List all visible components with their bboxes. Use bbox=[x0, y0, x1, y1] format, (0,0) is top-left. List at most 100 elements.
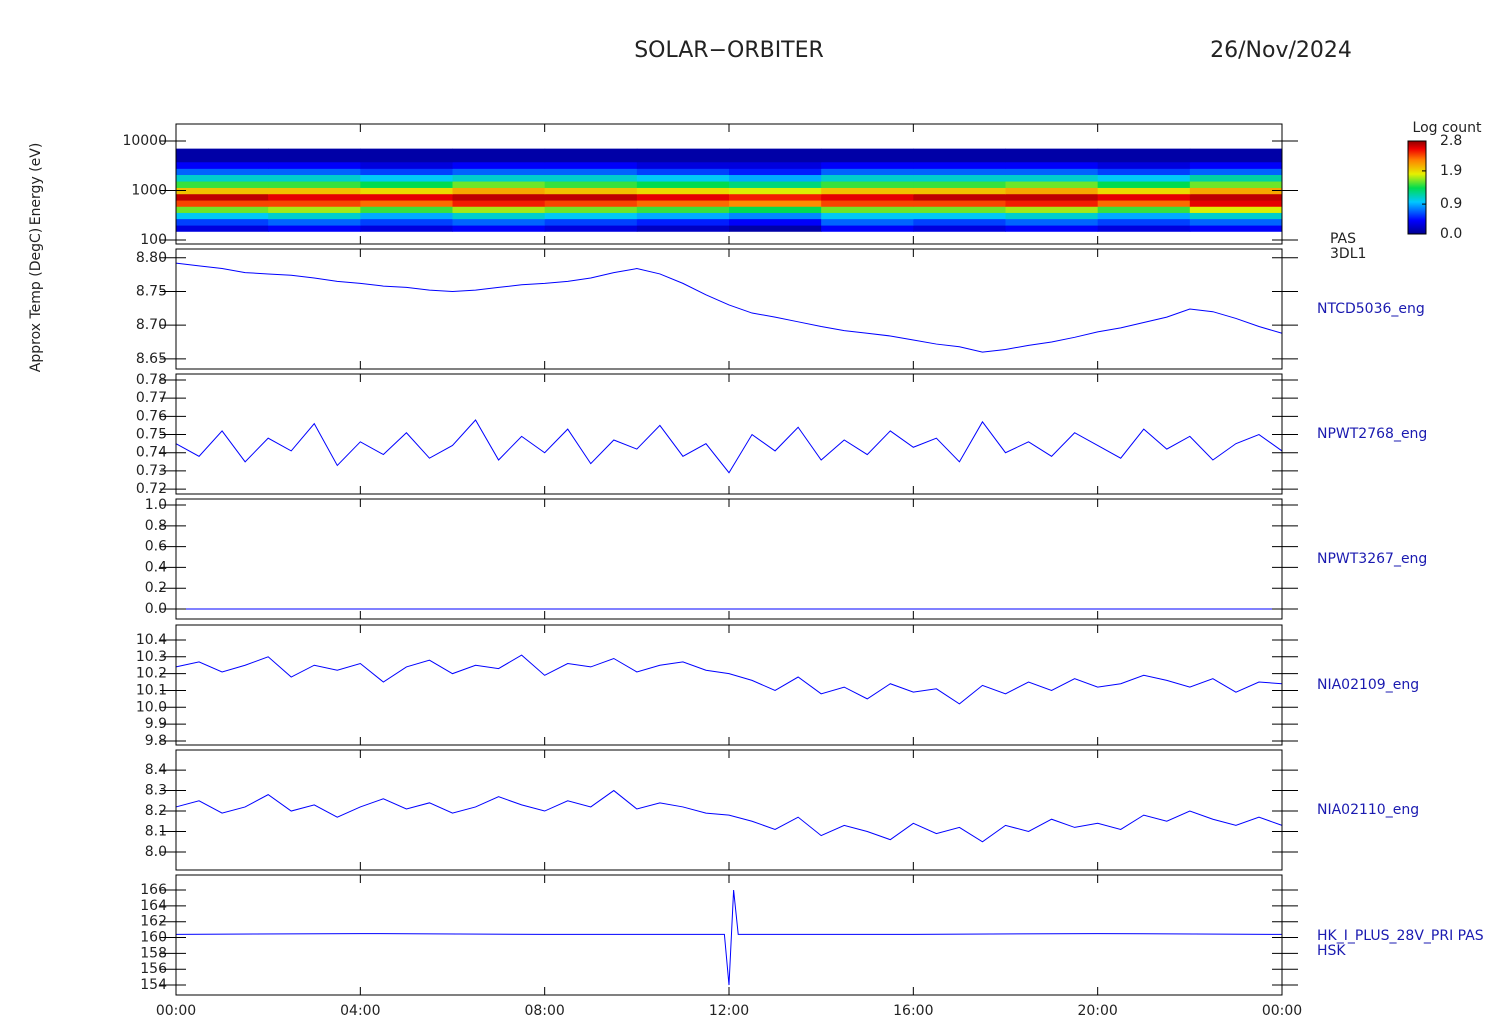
panel-label: 3DL1 bbox=[1330, 246, 1366, 262]
heat-cell bbox=[176, 187, 269, 195]
y-tick-label: 8.1 bbox=[145, 824, 167, 840]
heat-cell bbox=[913, 148, 1006, 163]
colorbar-step bbox=[1408, 179, 1426, 181]
colorbar-step bbox=[1408, 192, 1426, 194]
heat-cell bbox=[268, 174, 361, 182]
colorbar-step bbox=[1408, 190, 1426, 192]
heat-cell bbox=[913, 174, 1006, 182]
heat-cell bbox=[1097, 212, 1191, 220]
heat-cell bbox=[821, 174, 914, 182]
panel-label: NIA02110_eng bbox=[1317, 802, 1419, 818]
colorbar-step bbox=[1408, 162, 1426, 164]
y-tick-label: 162 bbox=[140, 914, 167, 930]
colorbar-step bbox=[1408, 183, 1426, 185]
y-tick-label: 156 bbox=[140, 961, 167, 977]
heat-cell bbox=[1097, 187, 1191, 195]
heat-cell bbox=[544, 181, 638, 188]
heat-cell bbox=[544, 200, 638, 207]
heat-cell bbox=[821, 181, 914, 188]
heat-cell bbox=[1005, 161, 1099, 169]
y-tick-label: 1000 bbox=[131, 182, 167, 198]
y-tick-label: 8.2 bbox=[145, 803, 167, 819]
y-tick-label: 9.9 bbox=[145, 716, 167, 732]
colorbar-step bbox=[1408, 169, 1426, 171]
heat-cell bbox=[360, 193, 453, 201]
colorbar-step bbox=[1408, 167, 1426, 169]
y-tick-label: 0.76 bbox=[136, 408, 167, 424]
y-tick-label: 8.0 bbox=[145, 844, 167, 860]
colorbar-step bbox=[1408, 185, 1426, 187]
y-tick-label: 0.73 bbox=[136, 463, 167, 479]
heat-cell bbox=[544, 193, 638, 201]
y-axis-label: Approx Temp (DegC) bbox=[28, 228, 44, 372]
heat-cell bbox=[729, 148, 822, 163]
colorbar-step bbox=[1408, 204, 1426, 206]
colorbar-step bbox=[1408, 225, 1426, 227]
colorbar-step bbox=[1408, 231, 1426, 233]
colorbar-step bbox=[1408, 156, 1426, 158]
colorbar-step bbox=[1408, 168, 1426, 170]
y-tick-label: 0.75 bbox=[136, 427, 167, 443]
heat-cell bbox=[176, 200, 269, 207]
colorbar-step bbox=[1408, 230, 1426, 232]
y-tick-label: 164 bbox=[140, 898, 167, 914]
colorbar-step bbox=[1408, 174, 1426, 176]
heat-cell bbox=[360, 174, 453, 182]
colorbar-step bbox=[1408, 202, 1426, 204]
heat-cell bbox=[729, 218, 822, 226]
heat-cell bbox=[1189, 206, 1283, 213]
heat-cell bbox=[1097, 174, 1191, 182]
colorbar-tick-label: 1.9 bbox=[1440, 163, 1462, 179]
heat-cell bbox=[176, 218, 269, 226]
heat-cell bbox=[544, 168, 638, 176]
heat-cell bbox=[1189, 187, 1283, 195]
heat-cell bbox=[1005, 187, 1099, 195]
heat-cell bbox=[1189, 161, 1283, 169]
heat-cell bbox=[176, 148, 269, 163]
colorbar-step bbox=[1408, 187, 1426, 189]
colorbar-step bbox=[1408, 161, 1426, 163]
heat-cell bbox=[913, 212, 1006, 220]
colorbar-step bbox=[1408, 196, 1426, 198]
heat-cell bbox=[913, 225, 1006, 232]
y-tick-label: 166 bbox=[140, 882, 167, 898]
colorbar-step bbox=[1408, 209, 1426, 211]
colorbar-step bbox=[1408, 212, 1426, 214]
heat-cell bbox=[360, 148, 453, 163]
colorbar-step bbox=[1408, 201, 1426, 203]
heat-cell bbox=[821, 148, 914, 163]
data-line bbox=[175, 262, 1283, 353]
colorbar-tick-label: 0.9 bbox=[1440, 196, 1462, 212]
panel-label: PAS bbox=[1330, 231, 1356, 247]
heat-cell bbox=[176, 181, 269, 188]
heat-cell bbox=[636, 174, 730, 182]
heat-cell bbox=[1005, 181, 1099, 188]
heat-cell bbox=[821, 218, 914, 226]
chart-title: SOLAR−ORBITER bbox=[634, 38, 824, 63]
colorbar-step bbox=[1408, 145, 1426, 147]
colorbar-step bbox=[1408, 186, 1426, 188]
colorbar-step bbox=[1408, 146, 1426, 148]
heat-cell bbox=[636, 200, 730, 207]
heat-cell bbox=[729, 181, 822, 188]
heat-cell bbox=[1189, 193, 1283, 201]
y-tick-label: 10.0 bbox=[136, 699, 167, 715]
colorbar-step bbox=[1408, 195, 1426, 197]
heat-cell bbox=[360, 200, 453, 207]
heat-cell bbox=[1189, 181, 1283, 188]
heat-cell bbox=[452, 187, 546, 195]
heat-cell bbox=[913, 193, 1006, 201]
heat-cell bbox=[268, 218, 361, 226]
colorbar-step bbox=[1408, 165, 1426, 167]
colorbar-step bbox=[1408, 158, 1426, 160]
heat-cell bbox=[176, 161, 269, 169]
colorbar-step bbox=[1408, 142, 1426, 144]
colorbar-step bbox=[1408, 180, 1426, 182]
heat-cell bbox=[544, 161, 638, 169]
heat-cell bbox=[360, 161, 453, 169]
colorbar-step bbox=[1408, 221, 1426, 223]
heat-cell bbox=[913, 181, 1006, 188]
y-tick-label: 9.8 bbox=[145, 733, 167, 749]
date: 26/Nov/2024 bbox=[1210, 38, 1352, 63]
data-line bbox=[175, 654, 1283, 705]
